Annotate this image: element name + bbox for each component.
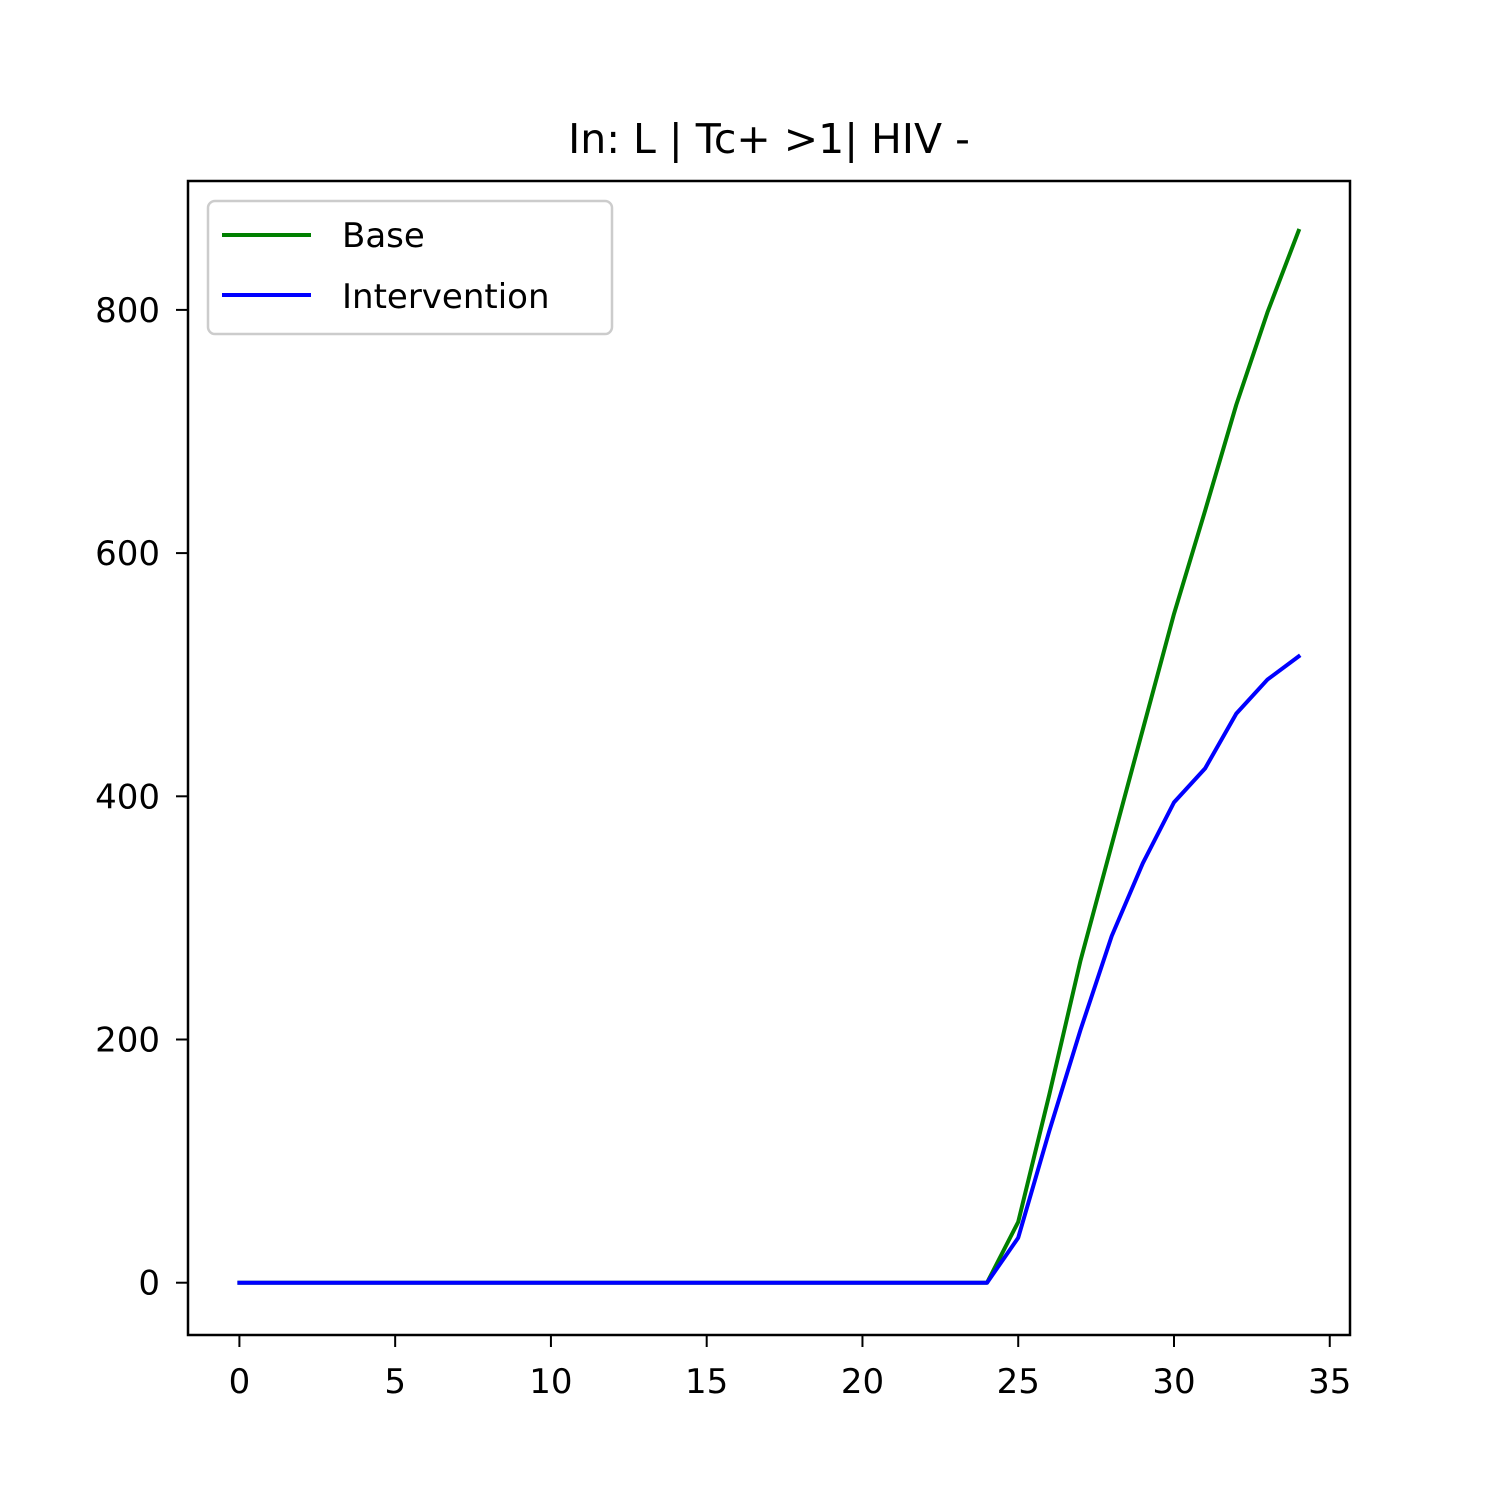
x-tick-label: 20 — [841, 1362, 884, 1402]
y-tick-label: 200 — [95, 1021, 160, 1061]
x-tick-label: 35 — [1308, 1362, 1351, 1402]
chart-title: In: L | Tc+ >1| HIV - — [568, 115, 970, 163]
plot-frame — [186, 179, 1352, 1337]
x-tick-label: 25 — [997, 1362, 1040, 1402]
x-tick-label: 10 — [529, 1362, 572, 1402]
plot-area — [188, 181, 1350, 1335]
x-axis: 0 5 10 15 20 25 30 35 — [229, 1335, 1351, 1402]
x-tick-label: 0 — [229, 1362, 251, 1402]
series-line-intervention — [237, 653, 1302, 1285]
x-tick-label: 15 — [685, 1362, 728, 1402]
y-tick-label: 0 — [138, 1264, 160, 1304]
legend: Base Intervention — [206, 199, 614, 336]
y-tick-label: 400 — [95, 777, 160, 817]
x-tick-label: 5 — [384, 1362, 406, 1402]
y-tick-label: 600 — [95, 534, 160, 574]
legend-label-intervention: Intervention — [342, 277, 550, 317]
y-tick-label: 800 — [95, 291, 160, 331]
y-axis: 0 200 400 600 800 — [95, 291, 188, 1304]
legend-label-base: Base — [342, 216, 425, 256]
series-layer — [237, 228, 1302, 1285]
x-tick-label: 30 — [1152, 1362, 1195, 1402]
